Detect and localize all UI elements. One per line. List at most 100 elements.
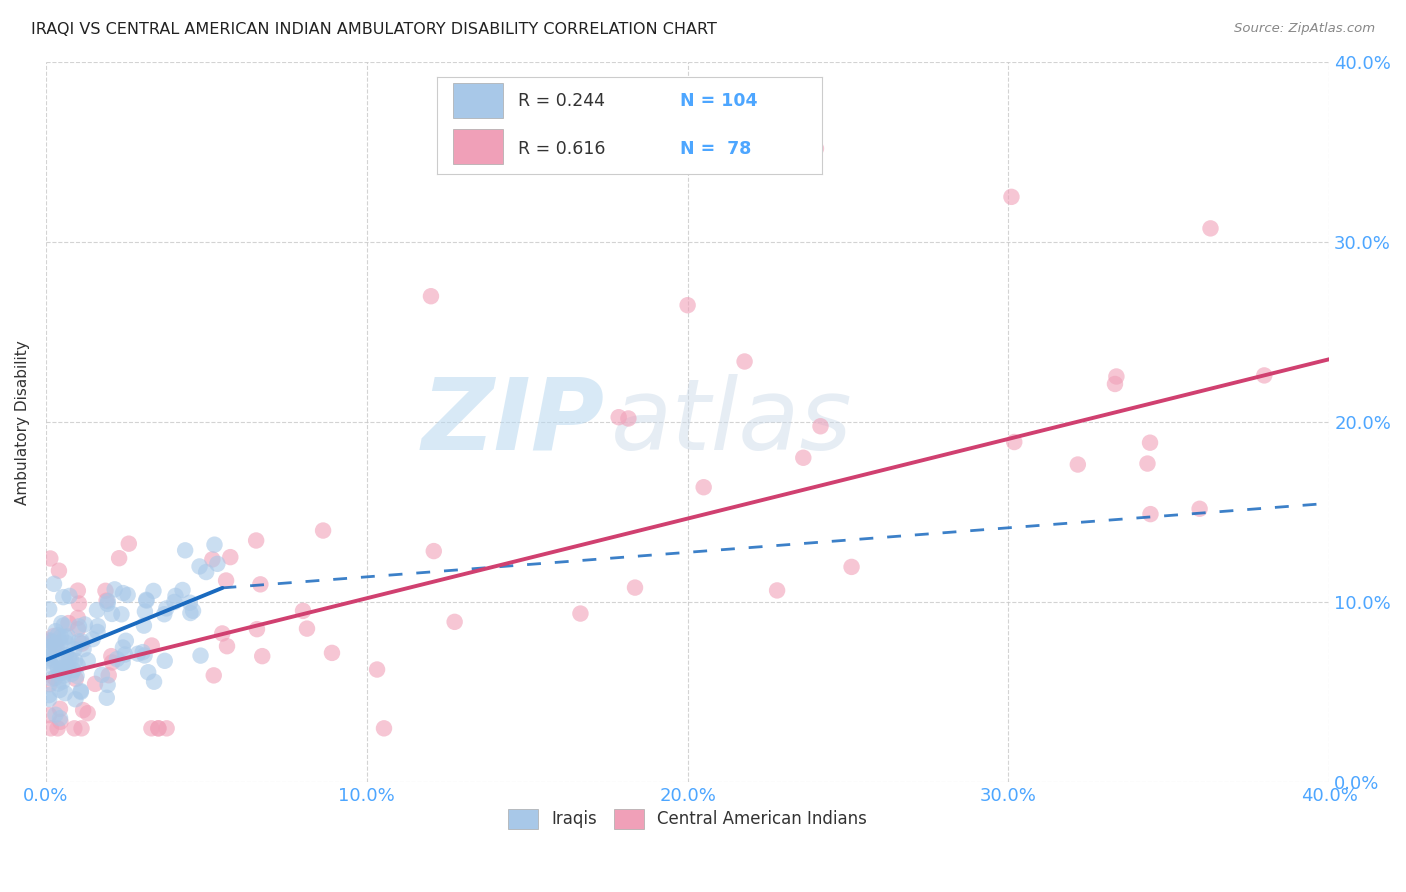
- Point: [45, 624, 67, 639]
- Point: [38, 602, 60, 616]
- Point: [70, 634, 93, 648]
- Point: [1139, 507, 1161, 521]
- Point: [607, 410, 630, 425]
- Point: [245, 533, 267, 548]
- Point: [136, 665, 159, 680]
- Point: [153, 654, 176, 668]
- Point: [38, 640, 60, 654]
- Point: [201, 552, 224, 566]
- Point: [49, 702, 72, 716]
- Point: [41, 672, 63, 686]
- Point: [46, 660, 69, 674]
- Point: [156, 722, 179, 736]
- Point: [56, 629, 79, 643]
- Point: [38, 688, 60, 702]
- Point: [39, 648, 62, 663]
- Point: [134, 605, 156, 619]
- Point: [46, 676, 69, 690]
- Point: [569, 607, 592, 621]
- Point: [38, 633, 60, 648]
- Point: [219, 550, 242, 565]
- Point: [153, 607, 176, 622]
- Point: [96, 597, 118, 611]
- Point: [292, 604, 315, 618]
- Point: [96, 593, 118, 607]
- Point: [155, 601, 177, 615]
- Point: [49, 636, 72, 650]
- Point: [60, 666, 83, 681]
- Point: [41, 635, 63, 649]
- Point: [69, 684, 91, 698]
- Point: [1188, 501, 1211, 516]
- Point: [111, 640, 134, 655]
- Point: [42, 577, 65, 591]
- Point: [366, 663, 388, 677]
- Point: [163, 595, 186, 609]
- Point: [190, 648, 212, 663]
- Point: [105, 652, 128, 666]
- Point: [67, 619, 90, 633]
- Point: [108, 551, 131, 566]
- Point: [181, 604, 204, 618]
- Point: [211, 626, 233, 640]
- Point: [617, 411, 640, 425]
- Point: [135, 593, 157, 607]
- Point: [252, 649, 274, 664]
- Point: [420, 289, 443, 303]
- Point: [49, 630, 72, 644]
- Point: [44, 671, 66, 685]
- Point: [423, 544, 446, 558]
- Point: [100, 649, 122, 664]
- Point: [59, 652, 82, 666]
- Point: [44, 637, 66, 651]
- Point: [86, 603, 108, 617]
- Point: [76, 706, 98, 721]
- Point: [39, 634, 62, 648]
- Point: [44, 707, 66, 722]
- Point: [46, 628, 69, 642]
- Point: [734, 354, 756, 368]
- Point: [38, 708, 60, 723]
- Point: [51, 665, 73, 680]
- Point: [132, 618, 155, 632]
- Point: [66, 622, 89, 636]
- Point: [58, 589, 80, 603]
- Point: [55, 636, 77, 650]
- Point: [204, 538, 226, 552]
- Point: [207, 557, 229, 571]
- Text: Source: ZipAtlas.com: Source: ZipAtlas.com: [1234, 22, 1375, 36]
- Point: [215, 639, 238, 653]
- Point: [443, 615, 465, 629]
- Point: [39, 722, 62, 736]
- Point: [141, 639, 163, 653]
- Point: [148, 722, 170, 736]
- Point: [82, 632, 104, 647]
- Point: [114, 633, 136, 648]
- Point: [792, 450, 814, 465]
- Point: [38, 677, 60, 691]
- Point: [321, 646, 343, 660]
- Point: [132, 645, 155, 659]
- Point: [1105, 369, 1128, 384]
- Point: [1139, 435, 1161, 450]
- Point: [373, 722, 395, 736]
- Point: [110, 607, 132, 622]
- Point: [39, 551, 62, 566]
- Point: [135, 592, 157, 607]
- Point: [72, 703, 94, 717]
- Point: [63, 654, 86, 668]
- Point: [1000, 190, 1022, 204]
- Point: [101, 607, 124, 621]
- Point: [66, 658, 89, 673]
- Point: [179, 606, 201, 620]
- Point: [118, 536, 141, 550]
- Point: [1067, 458, 1090, 472]
- Point: [66, 611, 89, 625]
- Point: [67, 597, 90, 611]
- Point: [51, 664, 73, 678]
- Point: [97, 668, 120, 682]
- Point: [165, 589, 187, 603]
- Point: [249, 577, 271, 591]
- Point: [51, 616, 73, 631]
- Legend: Iraqis, Central American Indians: Iraqis, Central American Indians: [502, 803, 873, 835]
